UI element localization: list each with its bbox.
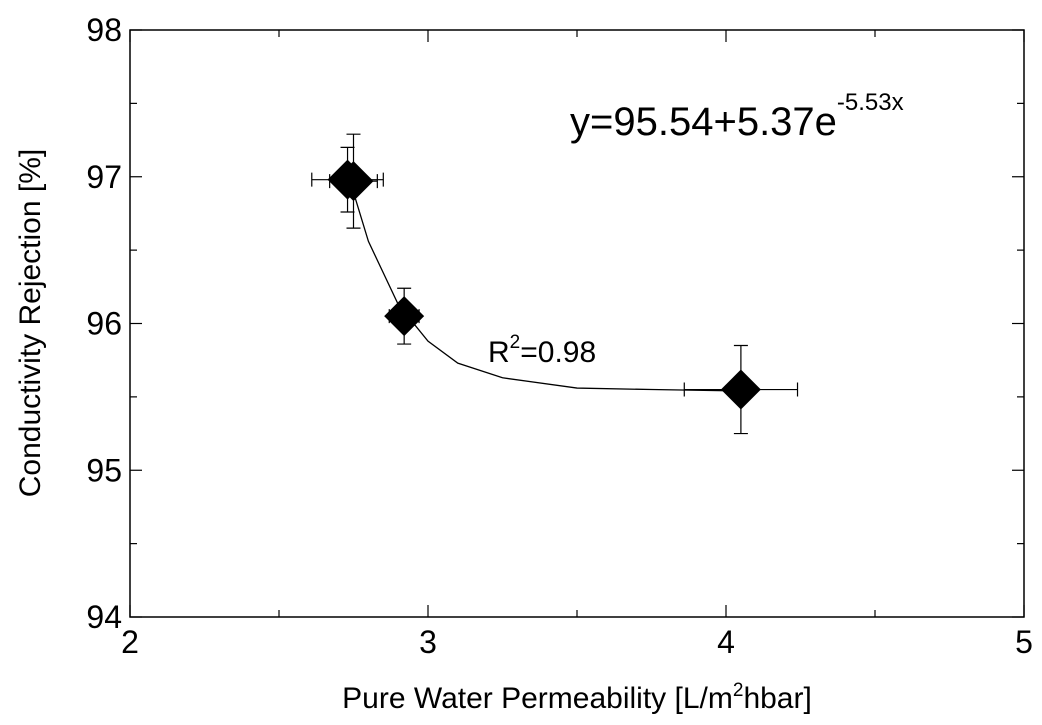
- equation-part: y=95.54+5.37e: [570, 100, 837, 144]
- r-squared: R2=0.98: [488, 332, 596, 369]
- marker: [333, 161, 374, 202]
- r-squared-sup: 2: [510, 332, 521, 353]
- x-tick-label: 3: [419, 624, 437, 660]
- x-tick-label: 4: [717, 624, 735, 660]
- x-label-part: Pure Water Permeability [L/m: [342, 682, 733, 715]
- x-tick-label: 5: [1015, 624, 1033, 660]
- x-label-part: hbar]: [743, 682, 811, 715]
- marker: [720, 369, 761, 410]
- y-tick-label: 98: [86, 12, 122, 48]
- fit-curve: [349, 182, 741, 392]
- r-squared-part: =0.98: [520, 336, 596, 369]
- y-tick-label: 94: [86, 599, 122, 635]
- equation-sup: -5.53x: [837, 89, 904, 116]
- y-tick-label: 97: [86, 159, 122, 195]
- y-tick-label: 95: [86, 452, 122, 488]
- x-tick-label: 2: [121, 624, 139, 660]
- y-tick-label: 96: [86, 306, 122, 342]
- x-axis-label: Pure Water Permeability [L/m2hbar]: [342, 680, 812, 715]
- equation: y=95.54+5.37e-5.53x: [570, 89, 904, 144]
- x-label-sup: 2: [733, 680, 744, 701]
- y-axis-label: Conductivity Rejection [%]: [14, 149, 47, 498]
- r-squared-part: R: [488, 336, 510, 369]
- marker: [384, 296, 425, 337]
